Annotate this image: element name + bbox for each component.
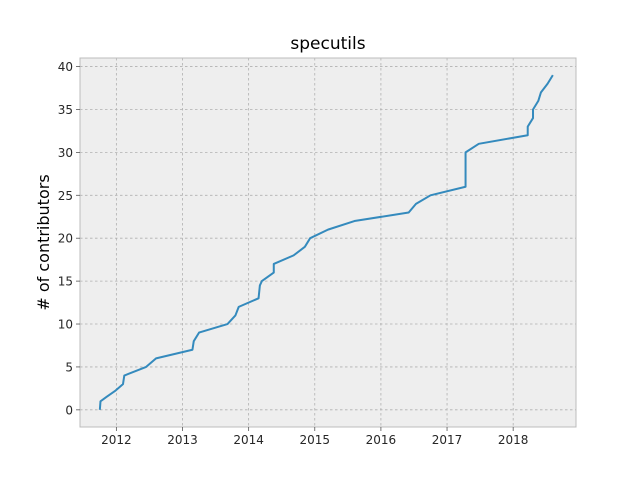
x-tick-label: 2015 <box>299 433 330 447</box>
y-tick-label: 10 <box>58 318 73 332</box>
gridlines <box>80 58 576 427</box>
y-axis-label: # of contributors <box>34 174 53 310</box>
axes-frame <box>79 57 577 428</box>
y-tick-label: 40 <box>58 60 73 74</box>
y-tick-label: 15 <box>58 275 73 289</box>
x-tick-label: 2012 <box>101 433 132 447</box>
y-tick-label: 25 <box>58 189 73 203</box>
chart-title: specutils <box>290 34 365 54</box>
axes-background <box>80 58 576 427</box>
x-tick-label: 2014 <box>233 433 264 447</box>
x-tick-label: 2013 <box>167 433 198 447</box>
axis-ticks: 2012 2013 2014 2015 2016 2017 2018 0 5 10 15 20 25 30… <box>58 60 529 447</box>
y-tick-label: 5 <box>65 360 73 374</box>
series-line-contributors <box>98 74 554 410</box>
y-tick-label: 0 <box>65 403 73 417</box>
y-tick-label: 30 <box>58 146 73 160</box>
x-tick-label: 2017 <box>432 433 463 447</box>
x-tick-label: 2018 <box>498 433 529 447</box>
y-tick-label: 20 <box>58 232 73 246</box>
y-tick-label: 35 <box>58 103 73 117</box>
x-tick-label: 2016 <box>366 433 397 447</box>
series-layer <box>98 74 554 410</box>
